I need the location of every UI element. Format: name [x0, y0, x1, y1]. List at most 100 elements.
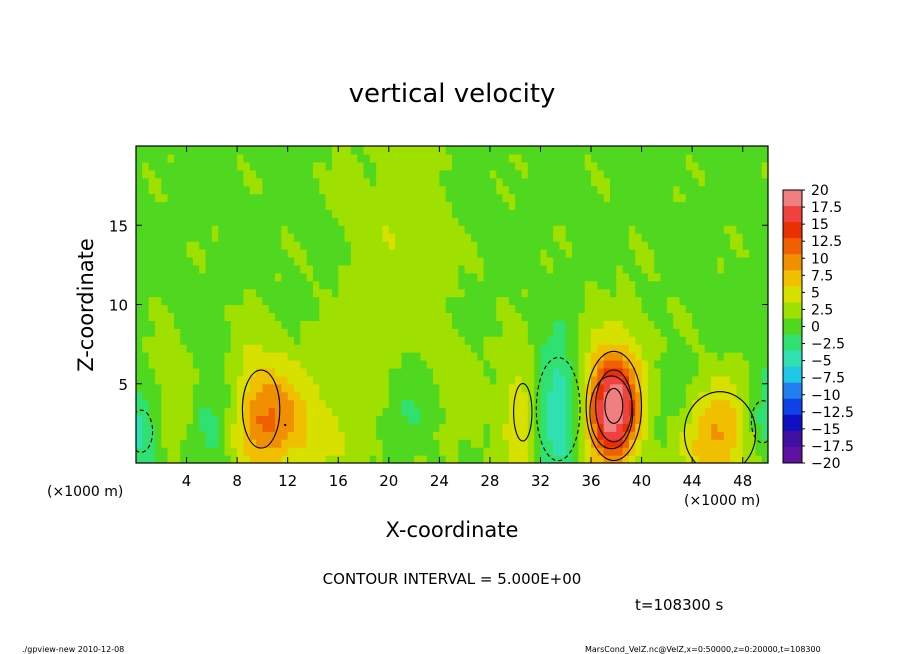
field-cell: [610, 375, 617, 385]
field-cell: [540, 209, 548, 218]
field-cell: [565, 328, 573, 337]
field-cell: [376, 407, 384, 417]
field-cell: [635, 367, 643, 377]
field-cell: [521, 344, 529, 353]
field-cell: [439, 264, 447, 274]
field-cell: [401, 201, 409, 210]
field-cell: [496, 391, 504, 401]
field-cell: [502, 288, 510, 298]
field-cell: [685, 383, 693, 393]
field-cell: [521, 256, 529, 266]
field-cell: [496, 177, 504, 187]
field-cell: [616, 146, 624, 155]
field-cell: [357, 407, 365, 417]
field-cell: [736, 359, 744, 369]
field-cell: [546, 447, 554, 456]
field-cell: [502, 201, 510, 210]
field-cell: [154, 146, 162, 155]
field-cell: [211, 217, 219, 226]
field-cell: [331, 336, 339, 345]
field-cell: [319, 161, 327, 171]
field-cell: [414, 431, 421, 440]
field-cell: [679, 336, 687, 345]
field-cell: [679, 209, 687, 218]
field-cell: [445, 161, 453, 171]
field-cell: [243, 336, 251, 345]
field-cell: [736, 320, 744, 329]
field-cell: [262, 249, 270, 258]
field-cell: [407, 304, 415, 314]
contour-line: [513, 383, 533, 442]
field-cell: [350, 399, 358, 409]
field-cell: [363, 280, 371, 290]
field-cell: [382, 217, 390, 226]
field-cell: [338, 439, 346, 448]
field-cell: [243, 296, 251, 306]
field-cell: [628, 288, 636, 298]
field-cell: [660, 304, 668, 314]
field-cell: [572, 304, 579, 314]
field-cell: [452, 375, 459, 385]
field-cell: [262, 193, 270, 203]
field-cell: [306, 439, 314, 448]
field-cell: [673, 431, 681, 440]
field-cell: [249, 225, 257, 234]
field-cell: [749, 193, 756, 203]
field-cell: [376, 383, 384, 393]
field-cell: [275, 344, 282, 353]
field-cell: [407, 383, 415, 393]
field-cell: [205, 249, 213, 258]
field-cell: [628, 233, 636, 242]
field-cell: [496, 185, 504, 195]
field-cell: [641, 359, 649, 369]
field-cell: [749, 146, 756, 155]
field-cell: [167, 312, 175, 321]
field-cell: [654, 375, 662, 385]
field-cell: [496, 241, 504, 250]
field-cell: [578, 431, 586, 440]
field-cell: [464, 296, 472, 306]
field-cell: [654, 217, 662, 226]
field-cell: [628, 320, 636, 329]
field-cell: [616, 233, 624, 242]
field-cell: [268, 336, 276, 345]
field-cell: [483, 447, 491, 456]
field-cell: [154, 328, 162, 337]
field-cell: [211, 344, 219, 353]
field-cell: [597, 415, 605, 424]
field-cell: [717, 352, 725, 361]
field-cell: [761, 241, 768, 250]
field-cell: [344, 193, 352, 203]
field-cell: [521, 272, 529, 282]
field-cell: [230, 447, 238, 456]
field-cell: [458, 415, 466, 424]
field-cell: [723, 391, 731, 401]
field-cell: [154, 391, 162, 401]
field-cell: [559, 288, 567, 298]
field-cell: [477, 201, 485, 210]
field-cell: [546, 328, 554, 337]
field-cell: [249, 455, 257, 463]
field-cell: [445, 264, 453, 274]
field-cell: [723, 169, 731, 179]
field-cell: [477, 161, 485, 171]
field-cell: [489, 304, 497, 314]
field-cell: [477, 193, 485, 203]
field-cell: [420, 431, 428, 440]
field-cell: [136, 375, 143, 385]
field-cell: [761, 423, 768, 432]
field-cell: [698, 455, 706, 463]
field-cell: [698, 272, 706, 282]
field-cell: [445, 328, 453, 337]
field-cell: [148, 359, 156, 369]
field-cell: [224, 359, 232, 369]
field-cell: [534, 399, 542, 409]
field-cell: [268, 367, 276, 377]
field-cell: [616, 328, 624, 337]
field-cell: [572, 391, 579, 401]
field-cell: [205, 375, 213, 385]
field-cell: [325, 447, 333, 456]
field-cell: [331, 256, 339, 266]
field-cell: [654, 439, 662, 448]
field-cell: [445, 383, 453, 393]
